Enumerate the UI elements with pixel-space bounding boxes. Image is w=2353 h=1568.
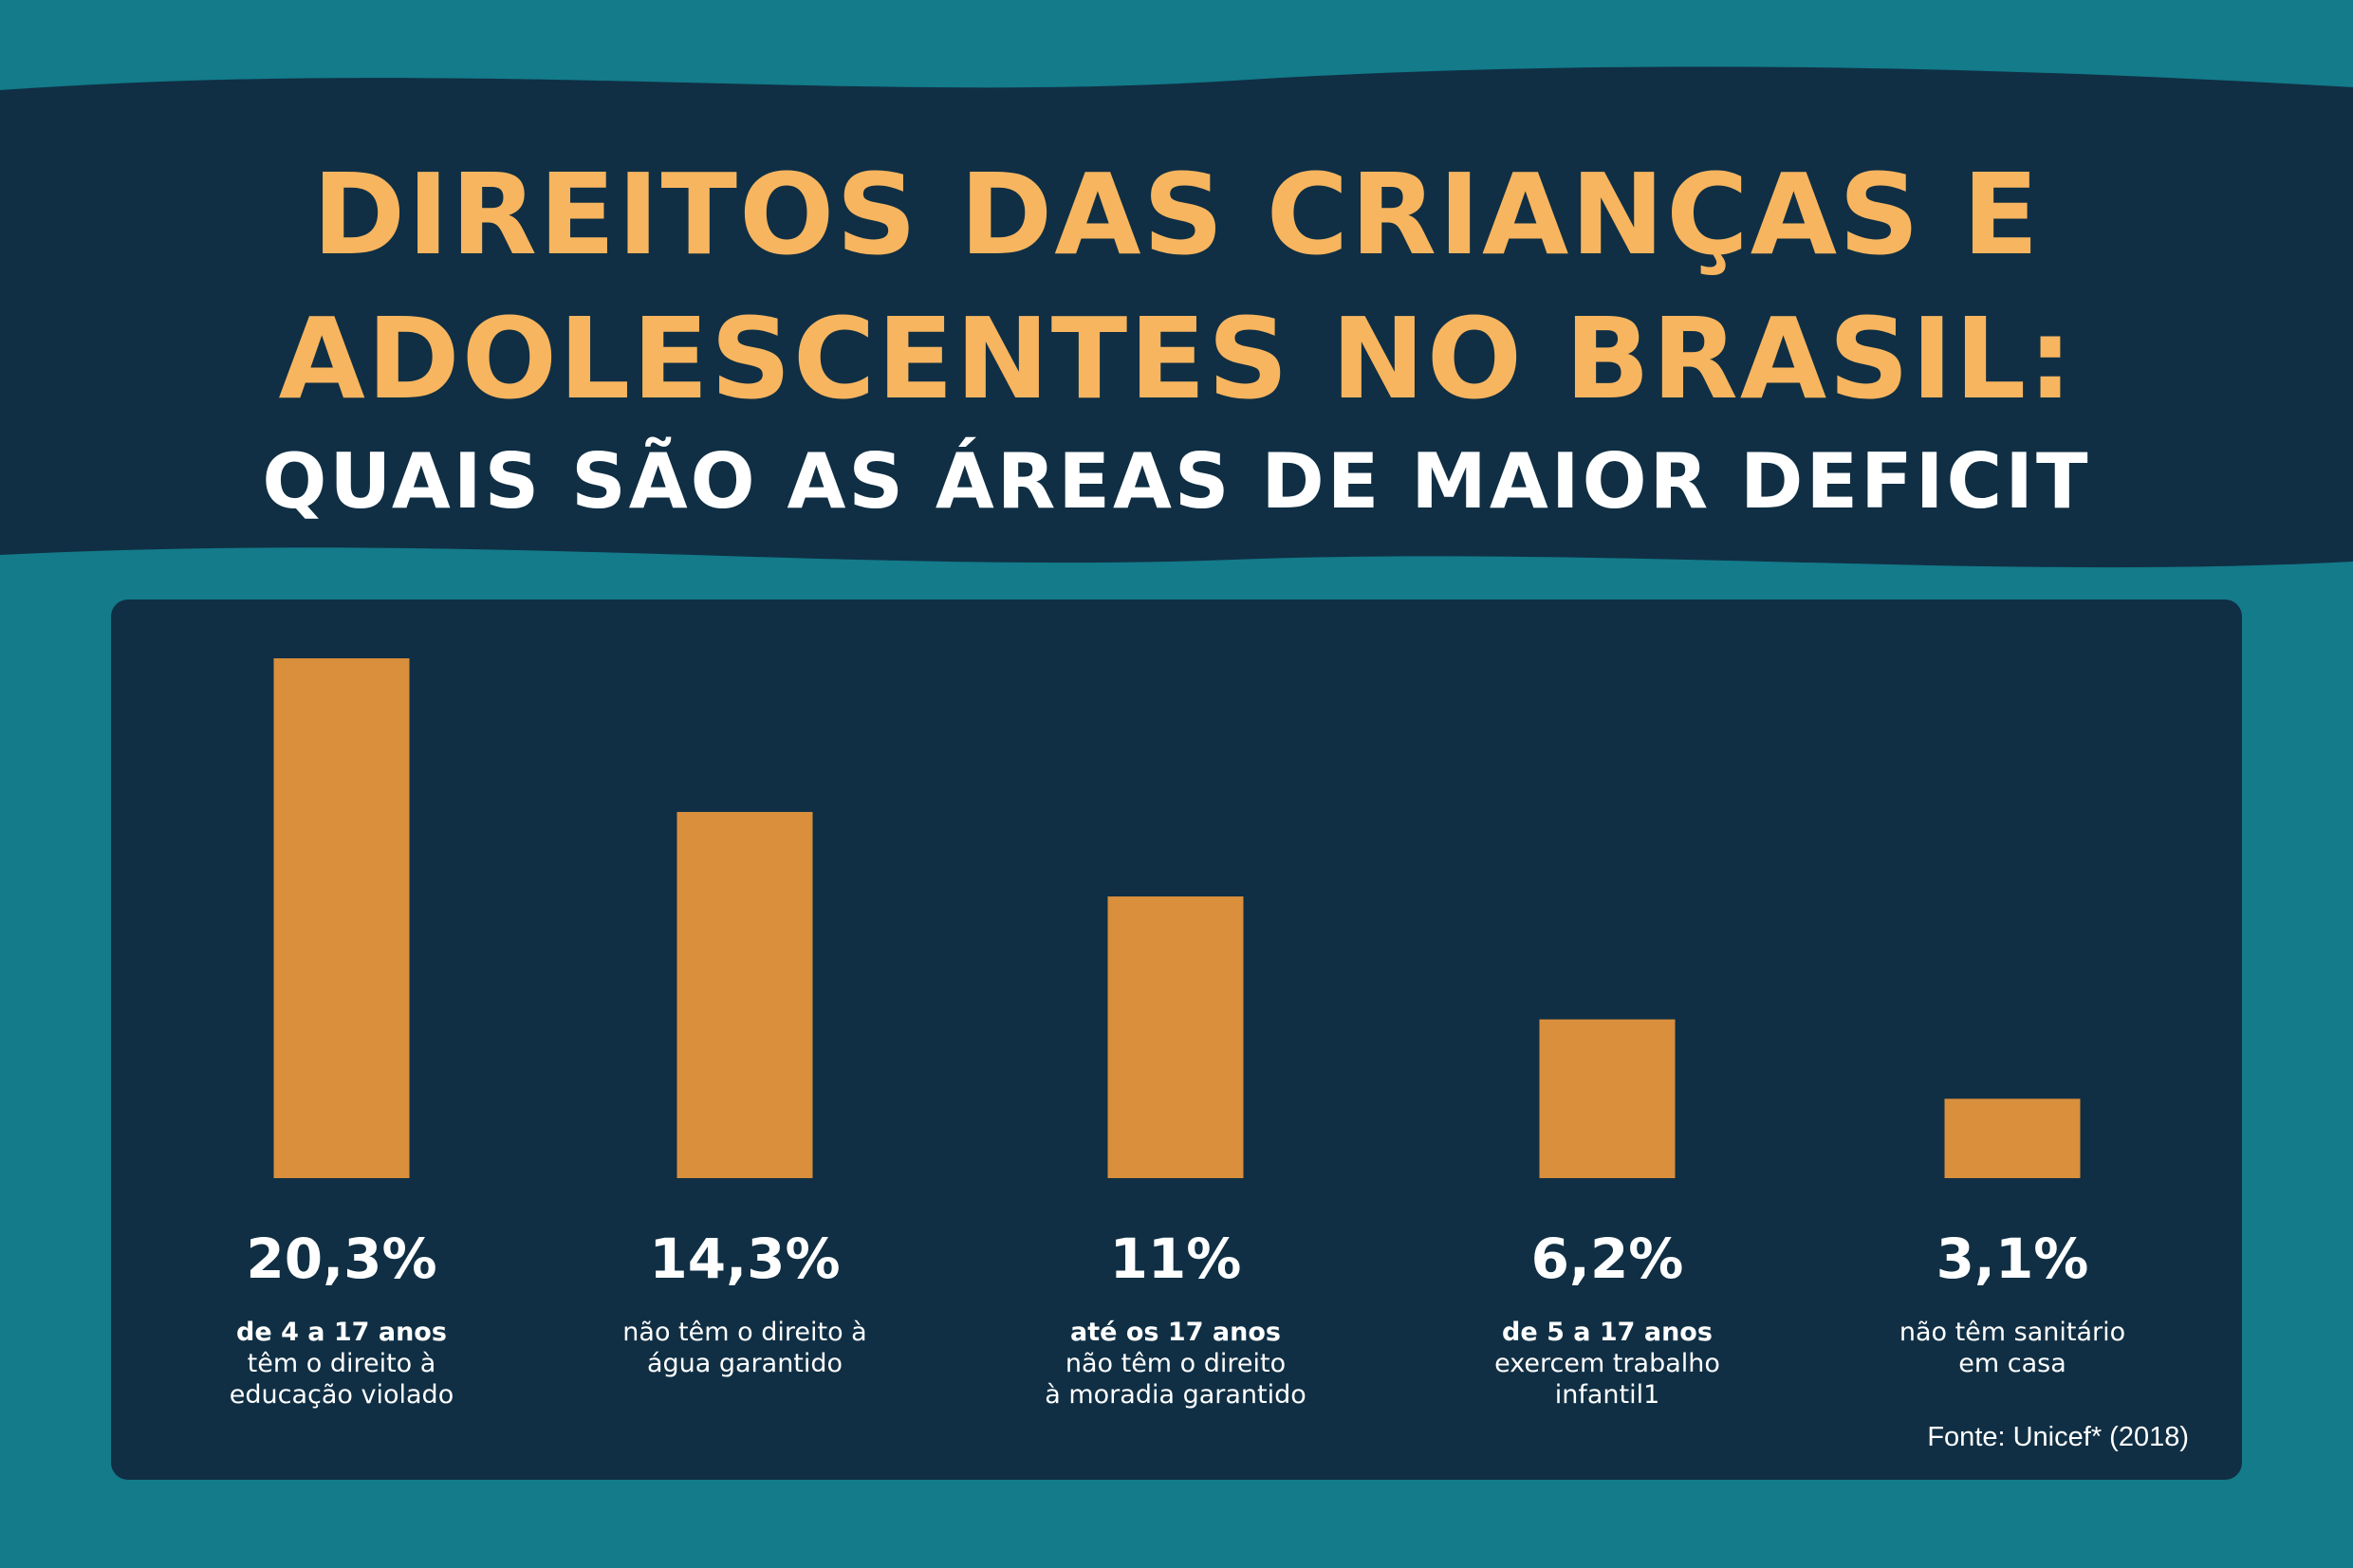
- subtitle: QUAIS SÃO AS ÁREAS DE MAIOR DEFICIT: [262, 437, 2091, 526]
- bar-description-line: não têm o direito à: [622, 1318, 867, 1347]
- bar-5: [1944, 1098, 2081, 1178]
- bar-value-label: 14,3%: [649, 1227, 841, 1291]
- bar-description-line: em casa: [1958, 1349, 2066, 1378]
- chart-panel: 20,3% de 4 a 17 anos têm o direito à educaç…: [111, 600, 2242, 1480]
- bar-4: [1539, 1019, 1676, 1178]
- bar-description-line: não têm sanitário: [1899, 1318, 2126, 1347]
- bar-description-line: infantil1: [1554, 1380, 1660, 1410]
- bar-label-group-1: 20,3% de 4 a 17 anos têm o direito à educaç…: [133, 1226, 550, 1411]
- title-line-2: ADOLESCENTES NO BRASIL:: [278, 293, 2075, 424]
- source-note: Fonte: Unicef* (2018): [1927, 1422, 2189, 1452]
- bar-description-bold: de 4 a 17 anos: [236, 1318, 447, 1347]
- title-line-1: DIREITOS DAS CRIANÇAS E: [312, 149, 2041, 280]
- bar-value-label: 11%: [1109, 1227, 1242, 1291]
- title-band: [0, 66, 2353, 568]
- bar-3: [1107, 896, 1244, 1178]
- bar-1: [273, 658, 410, 1178]
- bar-description-line: exercem trabalho: [1494, 1349, 1720, 1378]
- bar-description-line: não têm o direito: [1065, 1349, 1287, 1378]
- bar-2: [676, 811, 813, 1178]
- bar-label-group-2: 14,3% não têm o direito à água garantido: [536, 1226, 954, 1379]
- bar-value-label: 3,1%: [1936, 1227, 2089, 1291]
- bar-description-line: à moradia garantido: [1045, 1380, 1306, 1410]
- bar-description-bold: até os 17 anos: [1070, 1318, 1281, 1347]
- bar-value-label: 20,3%: [246, 1227, 437, 1291]
- bar-value-label: 6,2%: [1530, 1227, 1684, 1291]
- bar-description-line: têm o direito à: [247, 1349, 436, 1378]
- bar-label-group-4: 6,2% de 5 a 17 anos exercem trabalho infant…: [1399, 1226, 1816, 1411]
- bar-label-group-5: 3,1% não têm sanitário em casa: [1804, 1226, 2221, 1379]
- bar-label-group-3: 11% até os 17 anos não têm o direito à mora…: [967, 1226, 1384, 1411]
- bar-description-line: educação violado: [229, 1380, 454, 1410]
- bar-description-bold: de 5 a 17 anos: [1502, 1318, 1713, 1347]
- title-block: DIREITOS DAS CRIANÇAS E ADOLESCENTES NO …: [0, 142, 2353, 529]
- bar-description-line: água garantido: [646, 1349, 843, 1378]
- bar-chart: [273, 658, 2081, 1178]
